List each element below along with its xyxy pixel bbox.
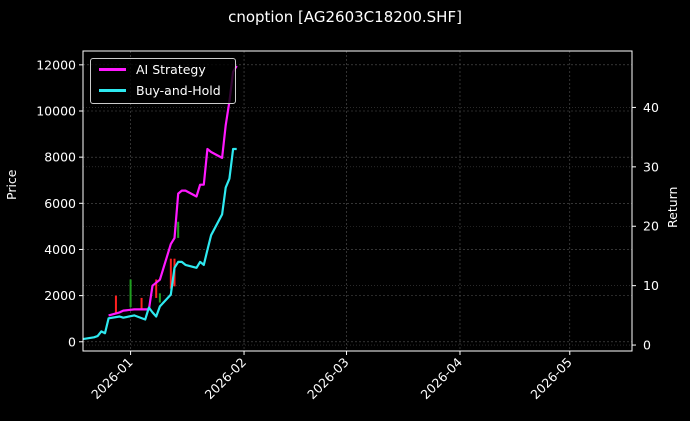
price-candles bbox=[114, 221, 180, 315]
grid bbox=[83, 51, 632, 351]
buy-and-hold-line bbox=[82, 147, 237, 341]
legend-label-buy-and-hold: Buy-and-Hold bbox=[136, 83, 221, 98]
svg-text:2026-01: 2026-01 bbox=[88, 355, 136, 403]
svg-text:0: 0 bbox=[68, 334, 76, 349]
svg-text:4000: 4000 bbox=[44, 242, 76, 257]
svg-text:2026-02: 2026-02 bbox=[202, 355, 250, 403]
svg-text:12000: 12000 bbox=[36, 57, 76, 72]
y-axis-label-right: Return bbox=[665, 186, 680, 228]
svg-text:40: 40 bbox=[643, 100, 659, 115]
svg-text:2026-05: 2026-05 bbox=[527, 355, 575, 403]
chart-title: cnoption [AG2603C18200.SHF] bbox=[228, 8, 462, 26]
svg-text:2000: 2000 bbox=[44, 288, 76, 303]
svg-text:10000: 10000 bbox=[36, 104, 76, 119]
svg-text:30: 30 bbox=[643, 159, 659, 174]
legend-item-buy-and-hold: Buy-and-Hold bbox=[99, 83, 221, 98]
legend-swatch-ai-strategy bbox=[99, 68, 126, 71]
x-axis: 2026-01 2026-02 2026-03 2026-04 2026-05 bbox=[88, 351, 575, 402]
legend: AI Strategy Buy-and-Hold bbox=[90, 58, 236, 104]
svg-text:20: 20 bbox=[643, 219, 659, 234]
y-axis-left: 0 2000 4000 6000 8000 10000 12000 bbox=[36, 57, 83, 349]
legend-item-ai-strategy: AI Strategy bbox=[99, 62, 206, 77]
svg-text:8000: 8000 bbox=[44, 150, 76, 165]
legend-swatch-buy-and-hold bbox=[99, 89, 126, 92]
svg-text:0: 0 bbox=[643, 338, 651, 353]
legend-label-ai-strategy: AI Strategy bbox=[136, 62, 206, 77]
y-axis-right: 0 10 20 30 40 bbox=[632, 100, 659, 353]
svg-text:2026-04: 2026-04 bbox=[418, 354, 466, 402]
y-axis-label-left: Price bbox=[4, 169, 19, 201]
svg-text:10: 10 bbox=[643, 278, 659, 293]
plot-frame bbox=[82, 50, 633, 352]
svg-text:6000: 6000 bbox=[44, 196, 76, 211]
svg-text:2026-03: 2026-03 bbox=[304, 355, 352, 403]
ai-strategy-line bbox=[108, 65, 238, 317]
